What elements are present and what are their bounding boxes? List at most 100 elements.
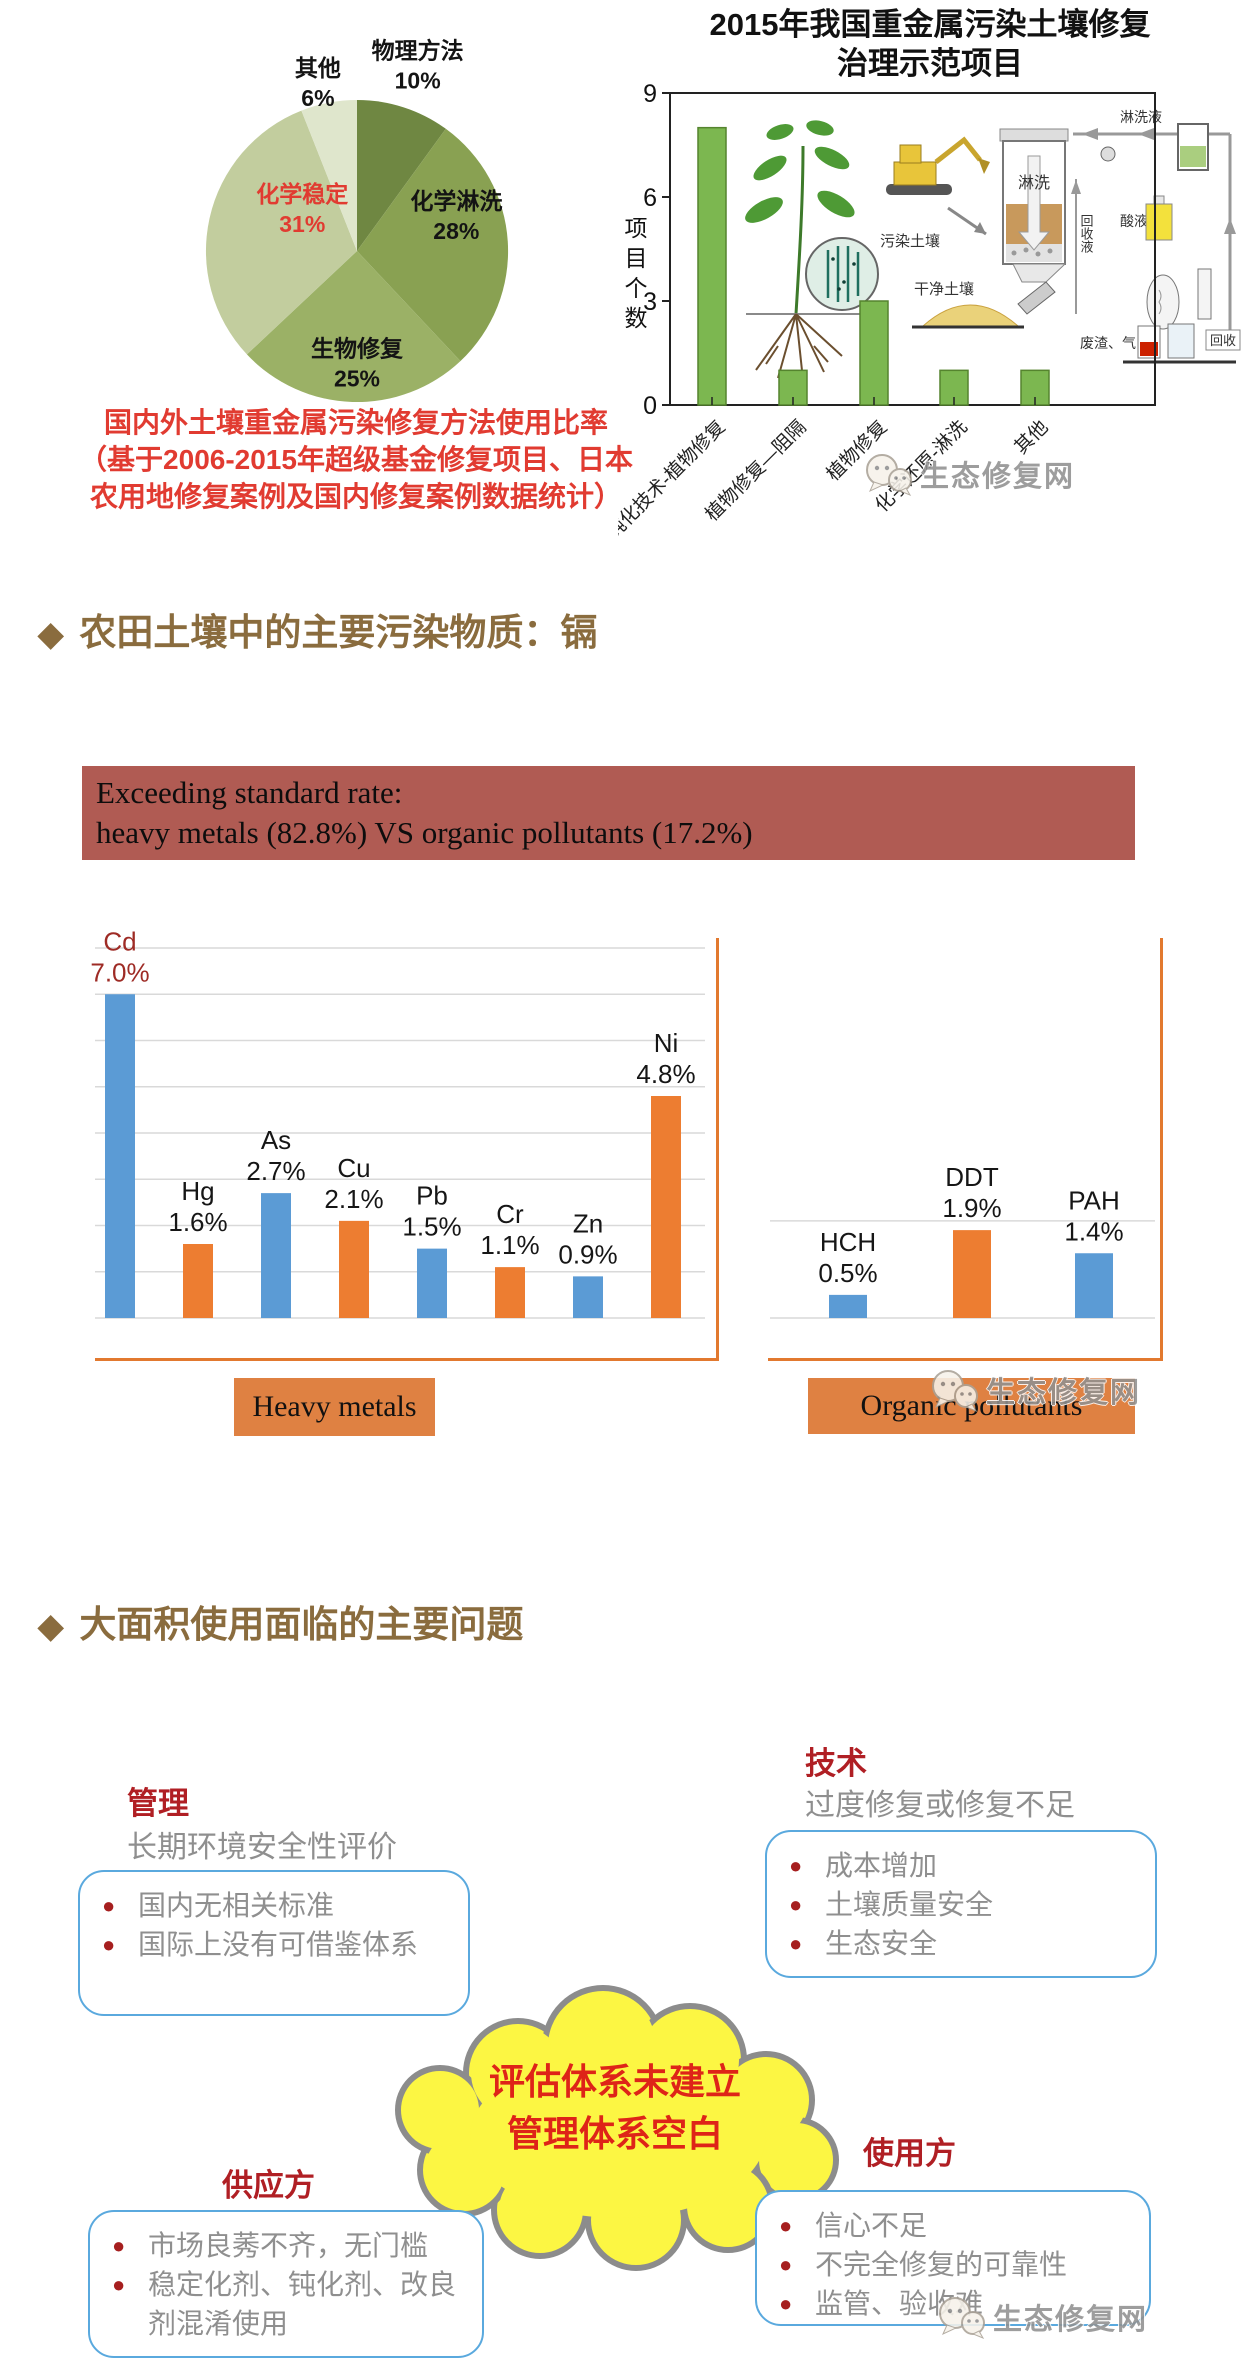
organic-pollutants-bar-chart: HCH 0.5% DDT 1.9% PAH 1.4%: [770, 1162, 1155, 1319]
section-header-cadmium: ◆ 农田土壤中的主要污染物质：镉: [38, 602, 597, 656]
bar-value-label: Cr 1.1%: [480, 1199, 539, 1260]
pie-slice-label: 生物修复 25%: [311, 336, 404, 392]
watermark: 生态修复网: [928, 1368, 1141, 1412]
projects-title-line2: 治理示范项目: [837, 45, 1023, 81]
label-washing-liquid: 淋洗液: [1120, 109, 1162, 125]
technology-title: 技术: [805, 1746, 867, 1781]
watermark: 生态修复网: [935, 2295, 1148, 2339]
bar-value-label: Zn 0.9%: [558, 1208, 617, 1269]
label-recovery: 回收: [1210, 333, 1236, 348]
management-title: 管理: [127, 1786, 189, 1821]
y-tick-label: 0: [643, 392, 657, 420]
bar: [417, 1248, 447, 1318]
pie-caption-line3: 农用地修复案例及国内修复案例数据统计）: [89, 481, 622, 513]
bar: [829, 1294, 867, 1318]
technology-box: 成本增加土壤质量安全生态安全: [765, 1830, 1157, 1978]
pie-caption: 国内外土壤重金属污染修复方法使用比率 （基于2006-2015年超级基金修复项目…: [48, 404, 664, 516]
y-axis-title-char: 数: [625, 305, 648, 331]
pie-slice: [301, 100, 357, 251]
diamond-bullet-icon: ◆: [38, 1607, 64, 1644]
bullet-item: 市场良莠不齐，无门槛: [104, 2226, 468, 2265]
chart-divider-vertical-left: [716, 938, 719, 1360]
exceeding-rate-banner: Exceeding standard rate: heavy metals (8…: [82, 766, 1135, 860]
management-list: 国内无相关标准国际上没有可借鉴体系: [80, 1872, 468, 1964]
section1-title: 农田土壤中的主要污染物质：镉: [79, 612, 598, 653]
supplier-title: 供应方: [222, 2168, 315, 2203]
label-clean-soil: 干净土壤: [914, 280, 974, 298]
technology-list: 成本增加土壤质量安全生态安全: [767, 1832, 1155, 1963]
bar-value-label: HCH 0.5%: [818, 1227, 877, 1288]
heavy-metals-label-box: Heavy metals: [234, 1378, 435, 1436]
pie-caption-line2: （基于2006-2015年超级基金修复项目、日本: [79, 444, 633, 476]
bullet-item: 国内无相关标准: [94, 1886, 454, 1925]
bar: [183, 1244, 213, 1318]
pie-caption-line1: 国内外土壤重金属污染修复方法使用比率: [103, 407, 608, 438]
bar-value-label: PAH 1.4%: [1064, 1185, 1123, 1246]
projects-bar-chart: 污染土壤 淋洗 干净土壤 淋洗液 回收液 酸液: [618, 84, 1241, 544]
bar: [573, 1276, 603, 1318]
heavy-metals-baseline: [95, 1358, 719, 1361]
soil-washing-illustration: 污染土壤 淋洗 干净土壤 淋洗液 回收液 酸液: [880, 109, 1241, 364]
management-subtitle: 长期环境安全性评价: [127, 1831, 397, 1864]
watermark-text: 生态修复网: [986, 1377, 1142, 1409]
methods-pie-chart: 物理方法 10% 化学淋洗 28% 生物修复 25% 化学稳定 31% 其他 6%: [205, 37, 509, 403]
watermark: 生态修复网: [862, 452, 1075, 496]
bullet-item: 稳定化剂、钝化剂、改良剂混淆使用: [104, 2265, 468, 2343]
bar: [651, 1096, 681, 1318]
y-tick-label: 3: [643, 288, 657, 316]
bar: [859, 300, 889, 406]
label-washing: 淋洗: [1018, 174, 1050, 192]
plot-border: [669, 92, 1156, 406]
cloud-shape: [395, 1985, 839, 2271]
label-contaminated-soil: 污染土壤: [880, 232, 940, 250]
bar: [105, 994, 135, 1318]
user-list: 信心不足不完全修复的可靠性监管、验收难: [757, 2192, 1149, 2323]
wechat-icon: [939, 2297, 985, 2339]
y-tick-label: 6: [643, 184, 657, 212]
supplier-list: 市场良莠不齐，无门槛稳定化剂、钝化剂、改良剂混淆使用: [90, 2212, 482, 2343]
pie-slice: [205, 110, 357, 355]
projects-chart-title: 2015年我国重金属污染土壤修复 治理示范项目: [650, 6, 1210, 84]
y-axis-title-char: 个: [625, 275, 648, 301]
pie-slice: [357, 99, 446, 251]
phytoremediation-illustration: [745, 120, 879, 381]
bullet-item: 信心不足: [771, 2206, 1135, 2245]
bar-value-label: Cd 7.0%: [90, 926, 149, 987]
heavy-metals-label: Heavy metals: [252, 1390, 417, 1423]
y-axis-title-char: 目: [625, 245, 648, 271]
organic-baseline: [768, 1358, 1163, 1361]
bullet-item: 成本增加: [781, 1846, 1141, 1885]
pie-slice-label: 化学稳定 31%: [256, 181, 348, 237]
y-axis-title-char: 项: [625, 215, 648, 241]
section2-title: 大面积使用面临的主要问题: [79, 1604, 524, 1645]
banner-line2: heavy metals (82.8%) VS organic pollutan…: [96, 815, 753, 850]
wechat-icon: [932, 1370, 978, 1412]
bar: [261, 1193, 291, 1318]
watermark-text: 生态修复网: [993, 2304, 1149, 2336]
bullet-item: 国际上没有可借鉴体系: [94, 1925, 454, 1964]
cloud-text: 评估体系未建立 管理体系空白: [395, 2056, 835, 2160]
pie-slice: [357, 128, 509, 362]
bar-value-label: Hg 1.6%: [168, 1176, 227, 1237]
y-tick-label: 9: [643, 84, 657, 108]
bar: [1075, 1253, 1113, 1318]
pie-slice-label: 物理方法 10%: [372, 37, 464, 93]
user-title: 使用方: [863, 2136, 956, 2171]
bar: [495, 1267, 525, 1318]
bar: [953, 1230, 991, 1318]
heavy-metals-bar-chart: Cd 7.0% Hg 1.6% As 2.7% Cu 2.1% Pb 1.5% Cr 1.1% Zn 0.…: [90, 926, 705, 1319]
chart-divider-vertical-right: [1160, 938, 1163, 1360]
bar-value-label: As 2.7%: [246, 1125, 305, 1186]
pie-slice-label: 化学淋洗 28%: [410, 188, 502, 244]
label-waste-gas: 废渣、气: [1080, 335, 1136, 351]
watermark-text: 生态修复网: [920, 461, 1076, 493]
bullet-item: 不完全修复的可靠性: [771, 2245, 1135, 2284]
cloud-line2: 管理体系空白: [506, 2114, 723, 2154]
supplier-box: 市场良莠不齐，无门槛稳定化剂、钝化剂、改良剂混淆使用: [88, 2210, 484, 2358]
bar-value-label: Cu 2.1%: [324, 1153, 383, 1214]
banner-line1: Exceeding standard rate:: [96, 775, 403, 810]
x-category-label: 钝化技术-植物修复: [618, 416, 730, 544]
bar-value-label: Ni 4.8%: [636, 1028, 695, 1089]
bullet-item: 生态安全: [781, 1924, 1141, 1963]
